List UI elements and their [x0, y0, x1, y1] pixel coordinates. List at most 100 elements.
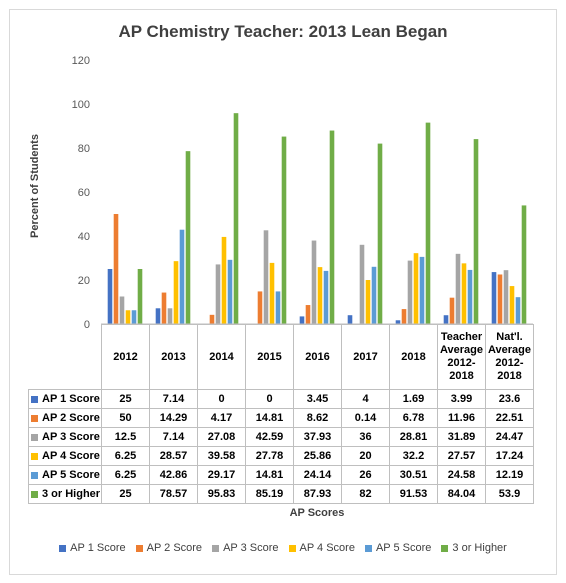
series-name: AP 5 Score [42, 469, 100, 481]
table-category-header: Nat'l. Average 2012-2018 [485, 324, 534, 390]
table-cell: 25 [101, 484, 150, 504]
series-name: AP 3 Score [42, 431, 100, 443]
table-cell: 53.9 [485, 484, 534, 504]
table-row-label: AP 5 Score [28, 465, 102, 485]
table-row: AP 3 Score 12.5 7.14 27.08 42.59 37.93 36 28.81… [28, 427, 534, 447]
legend-label: 3 or Higher [452, 542, 507, 554]
series-swatch [31, 433, 38, 441]
y-tick-label: 60 [78, 187, 90, 199]
table-cell: 87.93 [293, 484, 342, 504]
table-cell: 4 [341, 389, 390, 409]
table-cell: 31.89 [437, 427, 486, 447]
table-cell: 14.81 [245, 408, 294, 428]
legend-swatch [135, 544, 143, 552]
table-category-header: 2017 [341, 324, 390, 390]
bar-ap-2-score-3 [257, 291, 263, 324]
y-tick-label: 80 [78, 143, 90, 155]
table-cell: 36 [341, 427, 390, 447]
bar-ap-1-score-1 [155, 308, 161, 324]
chart-title: AP Chemistry Teacher: 2013 Lean Began [118, 22, 448, 41]
y-tick-label: 100 [72, 99, 90, 111]
bar-3-or-higher-8 [521, 205, 527, 324]
table-cell: 27.57 [437, 446, 486, 466]
table-category-header: 2018 [389, 324, 438, 390]
table-cell: 95.83 [197, 484, 246, 504]
bar-ap-4-score-3 [269, 262, 275, 324]
bar-ap-4-score-5 [365, 280, 371, 324]
table-cell: 12.5 [101, 427, 150, 447]
legend-item: 3 or Higher [441, 542, 507, 554]
table-cell: 7.14 [149, 389, 198, 409]
table-cell: 82 [341, 484, 390, 504]
bar-3-or-higher-3 [281, 136, 287, 324]
bar-ap-2-score-1 [161, 292, 167, 324]
table-cell: 24.14 [293, 465, 342, 485]
legend-item: AP 4 Score [288, 542, 355, 554]
table-category-header: 2012 [101, 324, 150, 390]
bar-3-or-higher-1 [185, 151, 191, 324]
table-cell: 39.58 [197, 446, 246, 466]
table-row-label: AP 4 Score [28, 446, 102, 466]
bar-ap-4-score-4 [317, 267, 323, 324]
table-cell: 50 [101, 408, 150, 428]
y-tick-label: 20 [78, 275, 90, 287]
bar-ap-3-score-8 [503, 270, 509, 324]
table-cell: 26 [341, 465, 390, 485]
legend-item: AP 3 Score [212, 542, 279, 554]
legend-swatch [212, 544, 220, 552]
legend-swatch [441, 544, 449, 552]
table-row-label: AP 1 Score [28, 389, 102, 409]
bar-ap-3-score-5 [359, 244, 365, 324]
x-axis-label: AP Scores [289, 507, 345, 519]
bar-ap-4-score-8 [509, 286, 515, 324]
table-category-header: 2016 [293, 324, 342, 390]
table-cell: 12.19 [485, 465, 534, 485]
bar-ap-1-score-4 [299, 316, 305, 324]
bar-ap-4-score-7 [461, 263, 467, 324]
table-cell: 91.53 [389, 484, 438, 504]
bar-ap-2-score-8 [497, 274, 503, 324]
table-cell: 25 [101, 389, 150, 409]
table-row: AP 2 Score 50 14.29 4.17 14.81 8.62 0.14 6.78 11… [28, 408, 534, 428]
series-name: AP 1 Score [42, 393, 100, 405]
table-cell: 37.93 [293, 427, 342, 447]
bar-ap-1-score-0 [107, 269, 113, 324]
legend-item: AP 2 Score [135, 542, 202, 554]
table-cell: 24.47 [485, 427, 534, 447]
bar-ap-5-score-7 [467, 269, 473, 324]
series-name: 3 or Higher [42, 488, 101, 500]
bar-ap-3-score-6 [407, 260, 413, 324]
table-cell: 42.59 [245, 427, 294, 447]
bar-3-or-higher-0 [137, 269, 143, 324]
table-cell: 11.96 [437, 408, 486, 428]
legend-label: AP 5 Score [375, 542, 432, 554]
table-cell: 78.57 [149, 484, 198, 504]
bar-ap-5-score-0 [131, 310, 137, 324]
data-table: 2012 2013 2014 2015 2016 2017 2018 Teacher Aver… [28, 324, 534, 504]
table-row-label: AP 2 Score [28, 408, 102, 428]
table-category-header: 2013 [149, 324, 198, 390]
chart-frame [9, 9, 557, 575]
bar-ap-5-score-1 [179, 229, 185, 324]
table-cell: 42.86 [149, 465, 198, 485]
table-cell: 22.51 [485, 408, 534, 428]
table-cell: 14.81 [245, 465, 294, 485]
bar-ap-3-score-4 [311, 240, 317, 324]
table-cell: 1.69 [389, 389, 438, 409]
bar-ap-4-score-2 [221, 236, 227, 324]
bar-ap-3-score-2 [215, 264, 221, 324]
table-cell: 14.29 [149, 408, 198, 428]
series-name: AP 4 Score [42, 450, 100, 462]
bar-ap-2-score-2 [209, 314, 215, 324]
bar-3-or-higher-6 [425, 122, 431, 324]
legend-label: AP 3 Score [223, 542, 279, 554]
table-category-header: Teacher Average 2012-2018 [437, 324, 486, 390]
bar-3-or-higher-5 [377, 143, 383, 324]
bar-ap-4-score-1 [173, 261, 179, 324]
bar-ap-5-score-6 [419, 256, 425, 324]
bar-ap-2-score-4 [305, 305, 311, 324]
table-cell: 0.14 [341, 408, 390, 428]
bar-ap-5-score-4 [323, 270, 329, 324]
bar-ap-1-score-7 [443, 315, 449, 324]
